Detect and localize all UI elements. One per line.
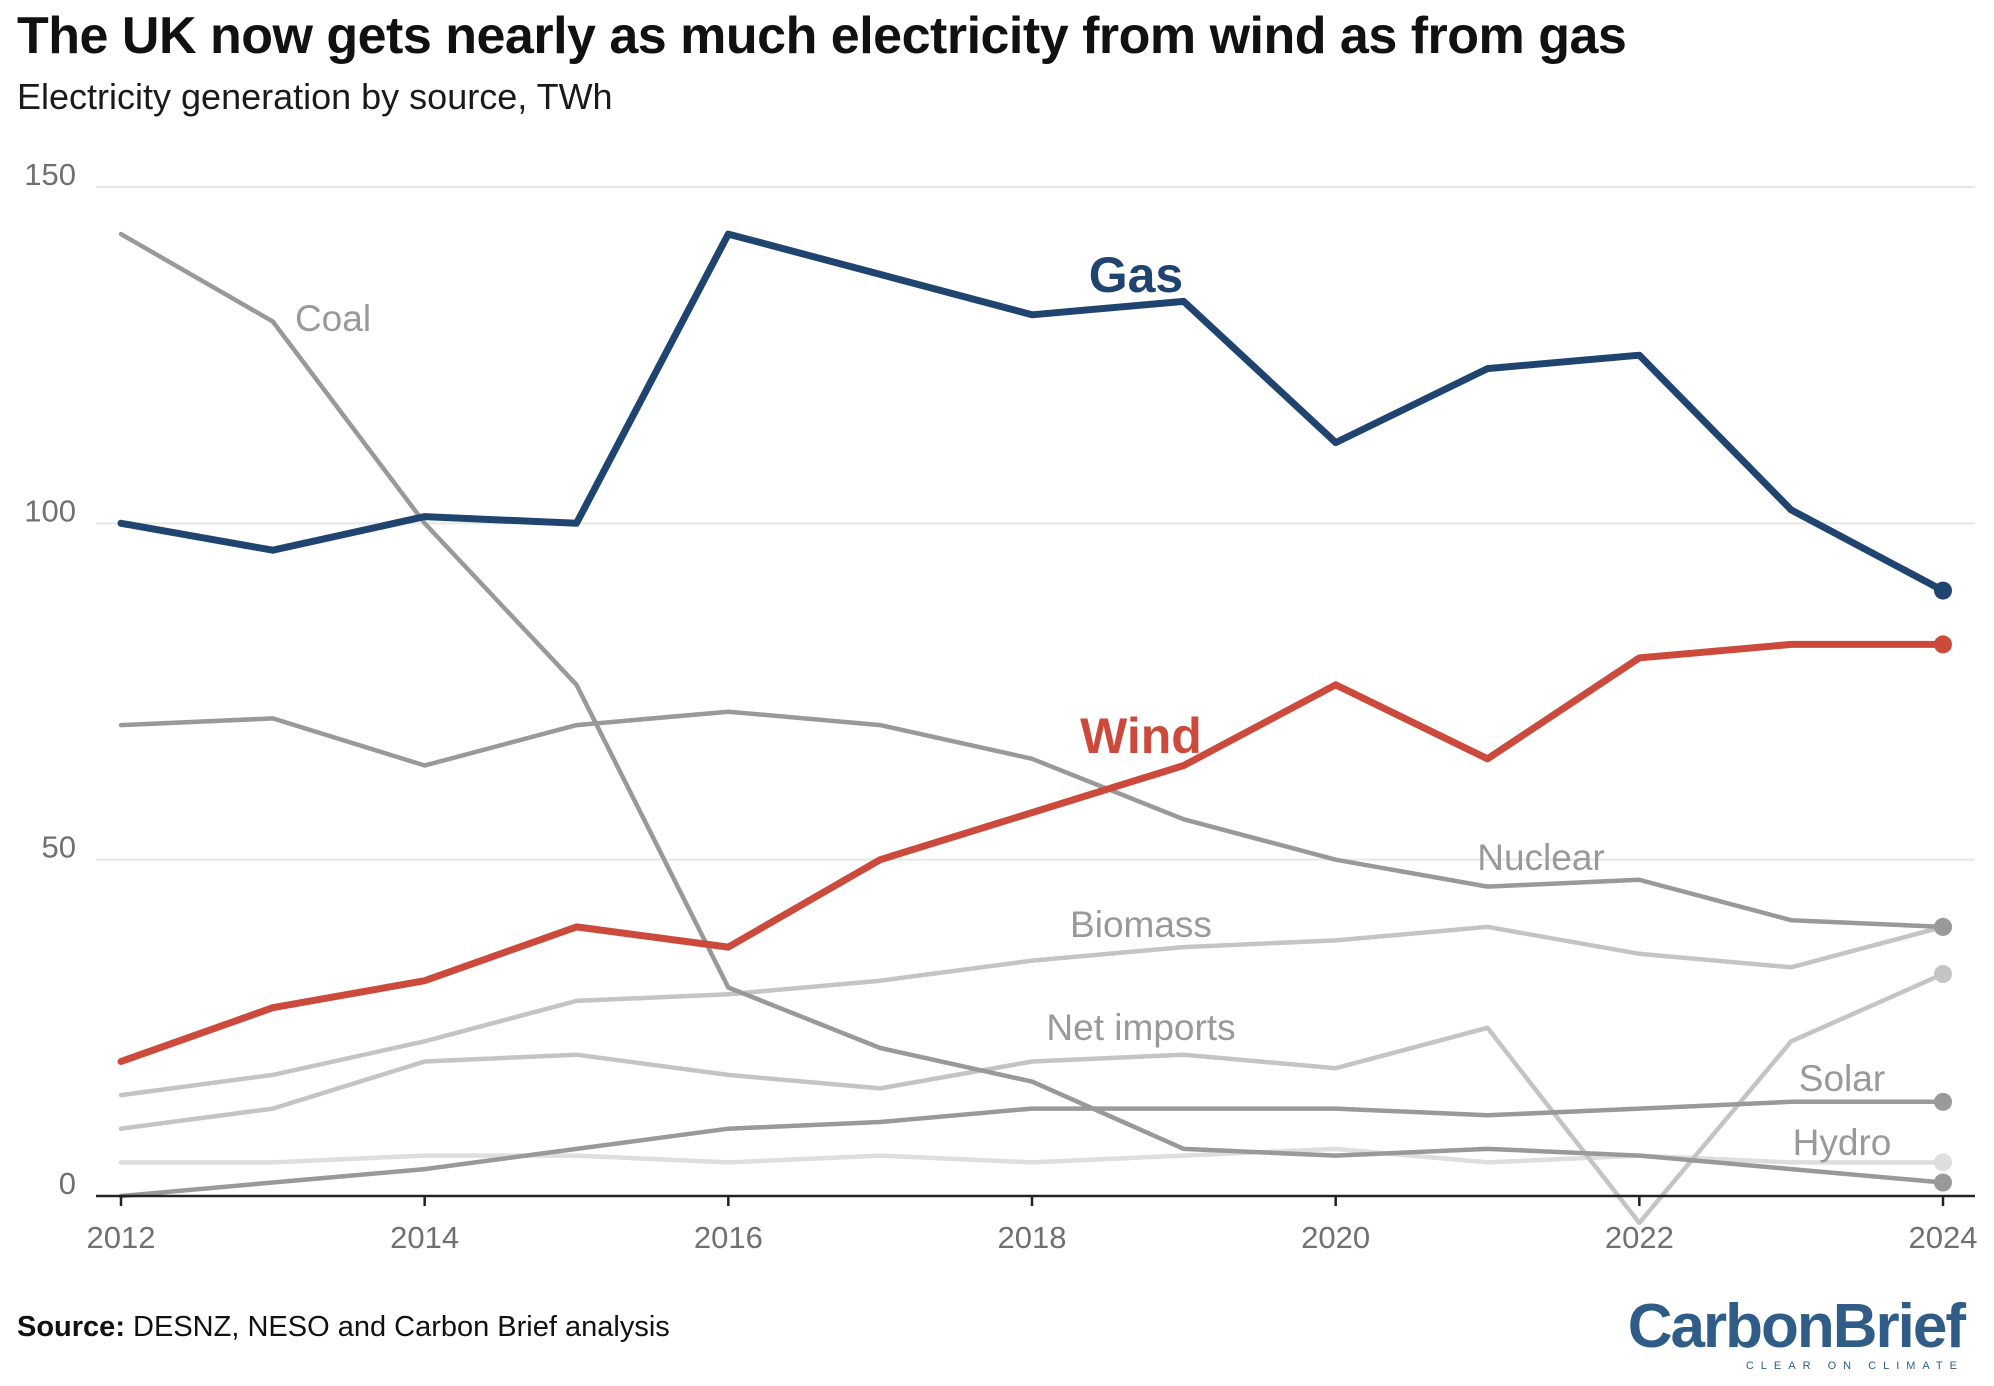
line-chart: 0 50 100 150 2012 2014 2016 2018 2020 2022 2024 Gas… [24,157,1978,1255]
end-point-nuclear [1934,917,1952,936]
series-label-net-imports: Net imports [1046,1007,1235,1048]
series-label-solar: Solar [1799,1058,1885,1099]
source-text: DESNZ, NESO and Carbon Brief analysis [133,1311,670,1343]
x-tick-label-2016: 2016 [694,1220,763,1255]
end-point-hydro [1934,1153,1952,1172]
x-tick-label-2012: 2012 [87,1220,156,1255]
series-line-coal [118,231,1946,1185]
end-point-gas [1934,581,1952,600]
x-tick-label-2022: 2022 [1605,1220,1674,1255]
source-label: Source: [17,1311,125,1343]
y-tick-label-150: 150 [24,157,76,192]
end-point-solar [1934,1092,1952,1111]
series-line-net-imports [118,971,1946,1226]
series-label-nuclear: Nuclear [1477,837,1605,878]
source-note: Source: DESNZ, NESO and Carbon Brief ana… [17,1311,670,1344]
series-line-solar [118,1099,1946,1199]
series-label-hydro: Hydro [1793,1122,1892,1163]
series-line-nuclear [118,709,1946,930]
series-line-gas [117,230,1947,595]
series-line-biomass [118,924,1946,1098]
series-label-wind: Wind [1080,708,1202,764]
logo-wordmark: CarbonBrief [1627,1292,1966,1361]
series-label-gas: Gas [1089,247,1184,303]
end-point-wind [1934,635,1952,654]
x-tick-label-2020: 2020 [1301,1220,1370,1255]
y-tick-label-0: 0 [59,1166,76,1201]
x-tick-label-2024: 2024 [1909,1220,1978,1255]
end-point-net-imports [1934,965,1952,984]
chart-subtitle: Electricity generation by source, TWh [17,76,613,117]
series-label-coal: Coal [295,298,371,339]
end-point-coal [1934,1173,1952,1192]
chart-title: The UK now gets nearly as much electrici… [17,7,1627,65]
y-tick-label-100: 100 [24,493,76,528]
logo-tagline: CLEAR ON CLIMATE [1745,1360,1964,1372]
series-line-wind [117,640,1947,1065]
x-tick-label-2014: 2014 [390,1220,459,1255]
x-tick-label-2018: 2018 [998,1220,1067,1255]
carbon-brief-logo[interactable]: CarbonBrief CLEAR ON CLIMATE [1627,1292,1966,1373]
series-label-biomass: Biomass [1070,904,1212,945]
y-tick-label-50: 50 [42,830,76,865]
